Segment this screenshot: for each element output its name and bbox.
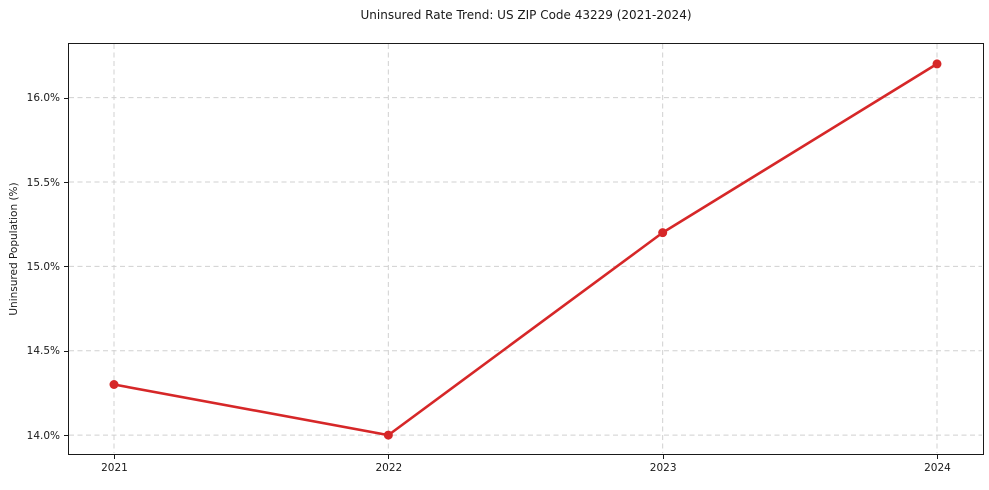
x-tick-mark — [388, 455, 390, 459]
y-tick-mark — [64, 182, 68, 184]
data-point-marker — [383, 430, 393, 440]
y-tick-mark — [64, 97, 68, 99]
x-tick-label: 2021 — [101, 462, 128, 474]
data-point-marker — [658, 228, 668, 238]
x-tick-mark — [114, 455, 115, 459]
line-chart — [69, 44, 982, 453]
x-tick-label: 2022 — [375, 462, 403, 474]
y-tick-label: 14.5% — [26, 345, 60, 358]
y-tick-mark — [64, 350, 68, 352]
gridlines — [69, 44, 982, 453]
data-point-marker — [932, 59, 942, 69]
y-axis-label: Uninsured Population (%) — [8, 182, 20, 316]
y-tick-label: 14.0% — [26, 429, 60, 442]
chart-title: Uninsured Rate Trend: US ZIP Code 43229 … — [360, 8, 692, 22]
x-tick-label: 2023 — [649, 462, 677, 474]
x-tick-label: 2024 — [924, 462, 951, 474]
trend-line — [112, 62, 939, 437]
y-tick-mark — [64, 266, 68, 268]
y-tick-label: 15.5% — [26, 176, 60, 189]
y-tick-label: 16.0% — [26, 92, 60, 105]
y-tick-mark — [64, 435, 68, 437]
x-tick-mark — [937, 455, 938, 459]
data-point-markers — [109, 59, 942, 440]
data-point-marker — [109, 379, 119, 389]
y-tick-label: 15.0% — [26, 260, 60, 273]
x-tick-mark — [662, 455, 664, 459]
plot-area — [68, 43, 984, 455]
